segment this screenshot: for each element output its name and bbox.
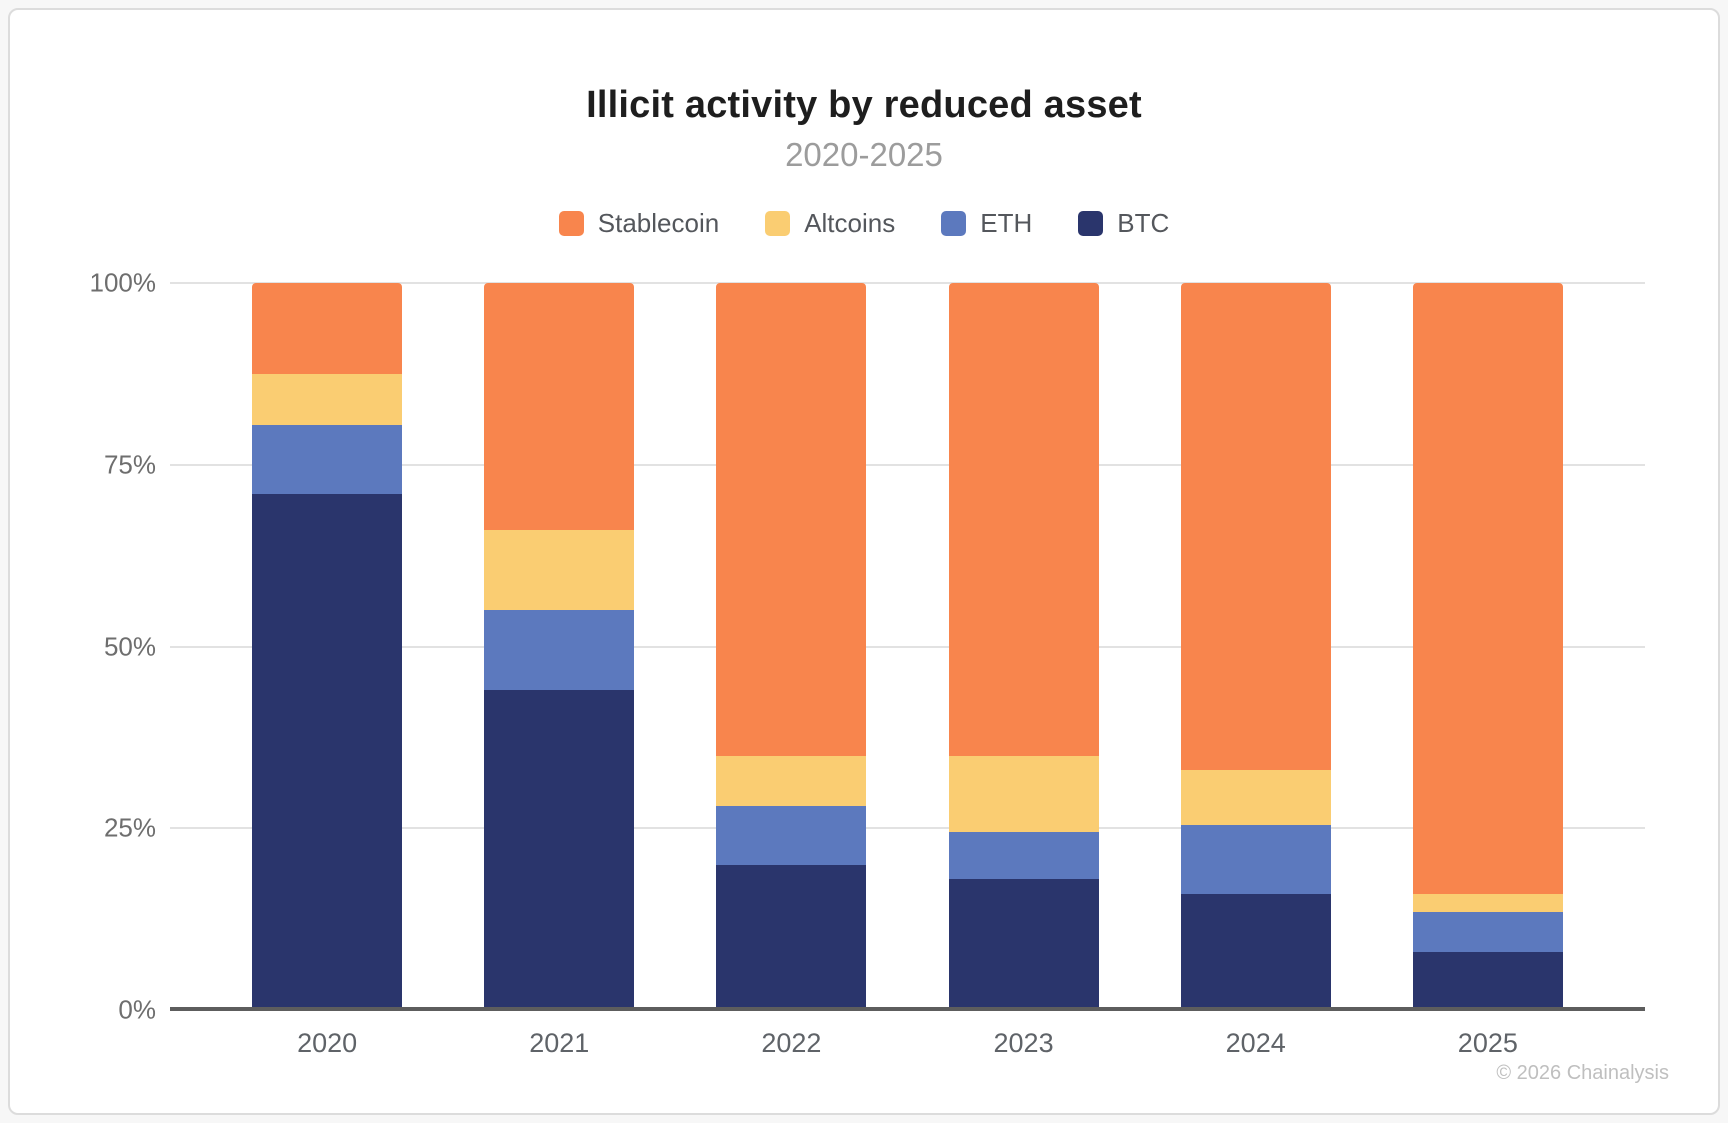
bar-segment-2021-stablecoin[interactable] [484, 283, 635, 531]
bar-segment-2020-eth[interactable] [252, 424, 403, 494]
legend-label: ETH [980, 208, 1033, 238]
legend-item-btc[interactable]: BTC [1078, 208, 1169, 239]
bar-segment-2021-btc[interactable] [484, 690, 635, 1010]
gridline-75 [170, 463, 1645, 466]
bar-segment-2024-altcoins[interactable] [1180, 770, 1331, 825]
y-axis-tick-label-100: 100% [89, 267, 157, 298]
bar-segment-2023-eth[interactable] [948, 831, 1099, 880]
y-axis-tick-label-75: 75% [103, 449, 156, 480]
x-axis-label-2024: 2024 [1225, 1028, 1286, 1058]
chart-title: Illicit activity by reduced asset [586, 84, 1142, 126]
chart-subtitle: 2020-2025 [785, 136, 943, 173]
stacked-bar-2020 [252, 283, 403, 1010]
copyright-text: © 2026 Chainalysis [1496, 1062, 1669, 1084]
legend-swatch-stablecoin [558, 211, 584, 236]
bar-segment-2025-eth[interactable] [1412, 911, 1563, 952]
legend-label: Altcoins [804, 208, 896, 238]
y-axis-tick-label-50: 50% [103, 631, 156, 661]
bar-segment-2020-btc[interactable] [252, 493, 403, 1010]
bar-segment-2020-altcoins[interactable] [252, 373, 403, 425]
x-axis-line [170, 1007, 1645, 1011]
bar-column-2024: 2024 [1180, 283, 1331, 1058]
bar-column-2020: 2020 [252, 283, 403, 1058]
y-axis-tick-label-0: 0% [118, 994, 156, 1025]
legend-swatch-btc [1078, 211, 1104, 236]
bar-segment-2023-stablecoin[interactable] [948, 283, 1099, 756]
bar-column-2023: 2023 [948, 283, 1099, 1058]
stacked-bar-2021 [484, 283, 635, 1010]
y-axis-tick-label-25: 25% [103, 812, 156, 843]
stacked-bar-2025 [1412, 283, 1563, 1010]
bar-segment-2024-stablecoin[interactable] [1180, 283, 1331, 771]
x-axis-label-2025: 2025 [1457, 1028, 1518, 1058]
chart-card: Illicit activity by reduced asset 2020-2… [8, 8, 1720, 1115]
bar-segment-2023-altcoins[interactable] [948, 755, 1099, 832]
legend-item-stablecoin[interactable]: Stablecoin [558, 208, 720, 239]
bar-column-2021: 2021 [484, 283, 635, 1058]
legend-swatch-altcoins [765, 211, 791, 236]
legend-swatch-eth [941, 211, 967, 236]
x-axis-label-2022: 2022 [761, 1028, 822, 1058]
bar-segment-2022-eth[interactable] [716, 806, 867, 865]
bar-column-2025: 2025 [1412, 283, 1563, 1058]
gridline-50 [170, 645, 1645, 648]
bar-segment-2025-altcoins[interactable] [1412, 893, 1563, 912]
legend-item-eth[interactable]: ETH [941, 208, 1032, 239]
gridline-100 [170, 282, 1645, 284]
bar-column-2022: 2022 [716, 283, 867, 1058]
gridline-25 [170, 827, 1645, 830]
bar-segment-2020-stablecoin[interactable] [252, 283, 403, 374]
bar-segment-2021-altcoins[interactable] [484, 530, 635, 611]
legend-item-altcoins[interactable]: Altcoins [765, 208, 895, 239]
x-axis-label-2020: 2020 [297, 1028, 358, 1058]
plot-area: 2020 2021 2022 2023 2024 2025 [170, 282, 1645, 1058]
bar-segment-2025-stablecoin[interactable] [1412, 283, 1563, 894]
bar-segment-2022-altcoins[interactable] [716, 755, 867, 807]
x-axis-label-2021: 2021 [529, 1028, 590, 1058]
stacked-bar-2024 [1180, 283, 1331, 1010]
chart-legend: Stablecoin Altcoins ETH BTC [10, 208, 1718, 239]
bar-segment-2023-btc[interactable] [948, 879, 1099, 1010]
bar-segment-2025-btc[interactable] [1412, 951, 1563, 1010]
legend-label: BTC [1117, 208, 1170, 238]
bar-segment-2022-btc[interactable] [716, 864, 867, 1010]
bar-segment-2024-btc[interactable] [1180, 893, 1331, 1010]
bar-segment-2022-stablecoin[interactable] [716, 283, 867, 756]
bar-segment-2024-eth[interactable] [1180, 824, 1331, 894]
bar-segment-2021-eth[interactable] [484, 610, 635, 691]
stacked-bar-2022 [716, 283, 867, 1010]
x-axis-label-2023: 2023 [993, 1028, 1054, 1058]
y-axis: 0% 25% 50% 75% 100% [10, 268, 157, 1025]
stacked-bar-2023 [948, 283, 1099, 1010]
legend-label: Stablecoin [597, 208, 720, 238]
